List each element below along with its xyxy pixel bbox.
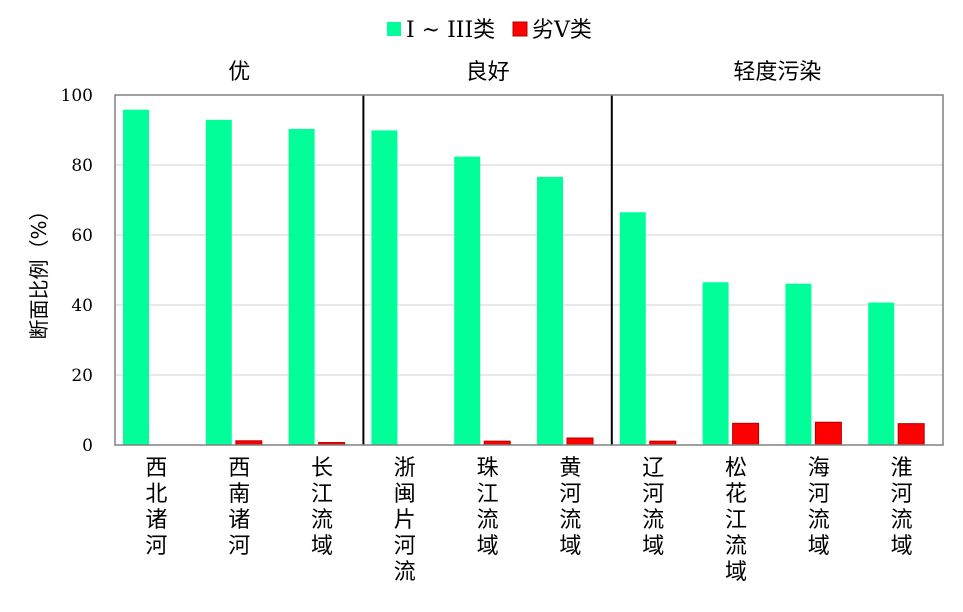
group-label: 轻度污染 xyxy=(733,60,821,85)
bar-class-1-3-5 xyxy=(537,176,563,445)
x-tick-label: 浙闽片河流 xyxy=(394,456,416,585)
legend-swatch-series-1 xyxy=(387,22,401,36)
bar-class-1-3-7 xyxy=(702,282,729,445)
bar-class-5-8 xyxy=(814,421,842,446)
y-axis-label: 断面比例（%） xyxy=(27,200,51,339)
y-axis-ticks: 0 20 40 60 80 100 xyxy=(61,86,93,456)
gridlines xyxy=(115,164,943,376)
y-tick-label: 60 xyxy=(71,226,93,246)
x-tick-label: 黄河流域 xyxy=(559,456,581,559)
bar-class-1-3-2 xyxy=(288,128,315,445)
bar-class-5-9 xyxy=(897,423,925,446)
bar-class-1-3-9 xyxy=(868,302,895,445)
group-separators xyxy=(362,95,613,445)
x-axis-labels: 西北诸河 西南诸河 长江流域 浙闽片河流 珠江流域 黄河流域 辽河流域 松花江流域 海河流域 淮河… xyxy=(145,456,912,585)
bar-class-1-3-1 xyxy=(205,119,232,445)
bar-class-1-3-0 xyxy=(123,109,149,445)
bar-class-5-5 xyxy=(566,437,594,446)
bar-class-5-7 xyxy=(732,422,760,446)
y-tick-label: 0 xyxy=(82,436,93,456)
x-tick-label: 西南诸河 xyxy=(228,456,250,559)
y-tick-label: 20 xyxy=(71,366,93,386)
x-tick-label: 辽河流域 xyxy=(642,456,664,559)
x-tick-label: 西北诸河 xyxy=(145,456,167,559)
legend-label-series-1: I ~ III类 xyxy=(406,18,495,43)
y-tick-label: 80 xyxy=(71,156,93,176)
bar-class-1-3-6 xyxy=(619,212,646,445)
legend-swatch-series-2 xyxy=(512,21,528,37)
group-label: 良好 xyxy=(466,60,510,85)
x-tick-label: 松花江流域 xyxy=(725,456,747,585)
group-label: 优 xyxy=(228,60,250,85)
bar-class-1-3-3 xyxy=(371,130,398,445)
group-labels: 优 良好 轻度污染 xyxy=(228,60,821,85)
y-tick-label: 100 xyxy=(61,86,93,106)
x-tick-label: 海河流域 xyxy=(808,456,830,559)
bars xyxy=(123,109,925,446)
x-tick-label: 长江流域 xyxy=(311,456,333,559)
plot-area-border xyxy=(114,94,944,446)
y-tick-label: 40 xyxy=(71,296,93,316)
x-tick-label: 淮河流域 xyxy=(891,456,913,559)
bar-class-1-3-8 xyxy=(785,283,812,445)
legend-label-series-2: 劣V类 xyxy=(532,18,592,43)
x-tick-label: 珠江流域 xyxy=(477,456,499,559)
bar-class-1-3-4 xyxy=(454,156,481,445)
legend: I ~ III类 劣V类 xyxy=(387,18,592,43)
